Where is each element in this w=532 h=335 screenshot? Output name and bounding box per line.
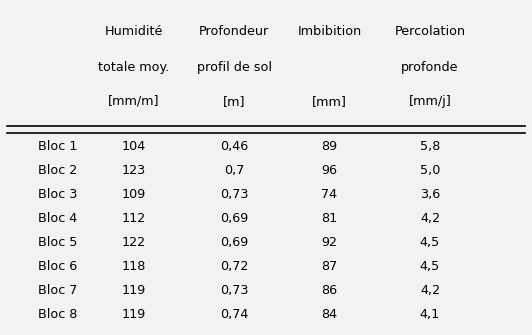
Text: 4,5: 4,5 — [420, 260, 440, 273]
Text: Bloc 1: Bloc 1 — [38, 140, 78, 153]
Text: 0,69: 0,69 — [220, 212, 248, 225]
Text: Bloc 3: Bloc 3 — [38, 188, 78, 201]
Text: 104: 104 — [122, 140, 146, 153]
Text: 118: 118 — [121, 260, 146, 273]
Text: [mm/j]: [mm/j] — [409, 94, 452, 108]
Text: 0,73: 0,73 — [220, 188, 248, 201]
Text: 81: 81 — [321, 212, 338, 225]
Text: 123: 123 — [122, 164, 146, 177]
Text: 0,72: 0,72 — [220, 260, 248, 273]
Text: 4,2: 4,2 — [420, 212, 440, 225]
Text: Bloc 7: Bloc 7 — [38, 284, 78, 297]
Text: 86: 86 — [321, 284, 338, 297]
Text: [mm/m]: [mm/m] — [108, 94, 160, 108]
Text: 4,2: 4,2 — [420, 284, 440, 297]
Text: 0,73: 0,73 — [220, 284, 248, 297]
Text: 4,1: 4,1 — [420, 309, 440, 321]
Text: 84: 84 — [321, 309, 338, 321]
Text: 96: 96 — [321, 164, 337, 177]
Text: 0,46: 0,46 — [220, 140, 248, 153]
Text: 92: 92 — [321, 236, 337, 249]
Text: 122: 122 — [122, 236, 146, 249]
Text: 5,0: 5,0 — [420, 164, 440, 177]
Text: 4,5: 4,5 — [420, 236, 440, 249]
Text: 89: 89 — [321, 140, 338, 153]
Text: profil de sol: profil de sol — [197, 61, 272, 74]
Text: profonde: profonde — [401, 61, 459, 74]
Text: Bloc 2: Bloc 2 — [38, 164, 78, 177]
Text: [m]: [m] — [223, 94, 245, 108]
Text: 119: 119 — [122, 309, 146, 321]
Text: Bloc 8: Bloc 8 — [38, 309, 78, 321]
Text: 87: 87 — [321, 260, 338, 273]
Text: Bloc 6: Bloc 6 — [38, 260, 78, 273]
Text: Imbibition: Imbibition — [297, 25, 362, 38]
Text: 0,69: 0,69 — [220, 236, 248, 249]
Text: Bloc 4: Bloc 4 — [38, 212, 78, 225]
Text: 112: 112 — [122, 212, 146, 225]
Text: Bloc 5: Bloc 5 — [38, 236, 78, 249]
Text: 109: 109 — [122, 188, 146, 201]
Text: 119: 119 — [122, 284, 146, 297]
Text: 74: 74 — [321, 188, 338, 201]
Text: Percolation: Percolation — [395, 25, 466, 38]
Text: 5,8: 5,8 — [420, 140, 440, 153]
Text: [mm]: [mm] — [312, 94, 347, 108]
Text: 0,7: 0,7 — [224, 164, 244, 177]
Text: 0,74: 0,74 — [220, 309, 248, 321]
Text: totale moy.: totale moy. — [98, 61, 169, 74]
Text: 3,6: 3,6 — [420, 188, 440, 201]
Text: Humidité: Humidité — [104, 25, 163, 38]
Text: Profondeur: Profondeur — [199, 25, 269, 38]
